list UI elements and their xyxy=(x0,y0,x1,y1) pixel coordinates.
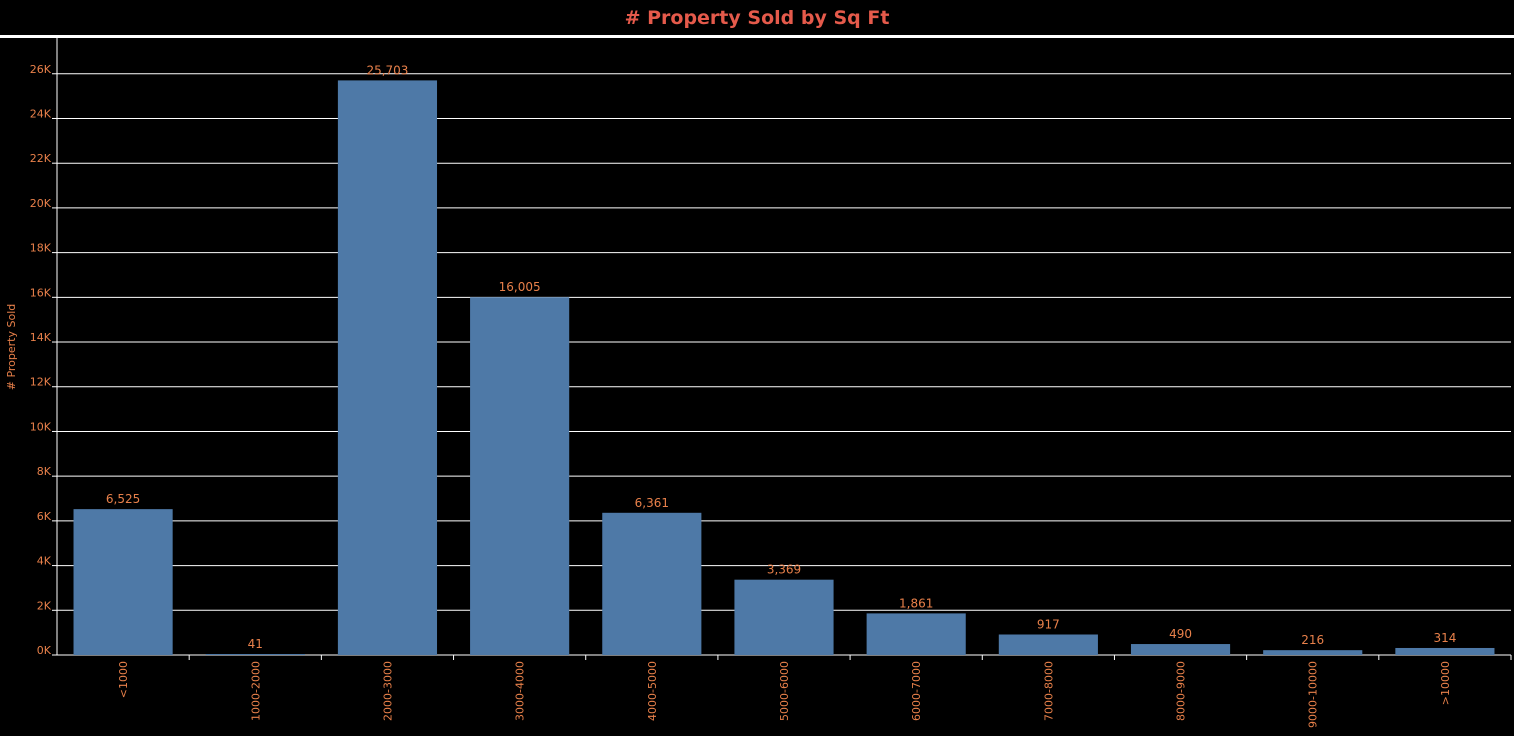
title-divider xyxy=(0,35,1514,38)
chart-title-bar: # Property Sold by Sq Ft xyxy=(0,0,1514,36)
bar-value-label: 216 xyxy=(1301,633,1324,647)
bar-value-label: 16,005 xyxy=(499,280,541,294)
y-tick-label: 0K xyxy=(37,644,52,657)
y-tick-label: 12K xyxy=(30,376,52,389)
y-tick-label: 6K xyxy=(37,510,52,523)
bar[interactable] xyxy=(1395,647,1495,655)
y-axis-title: # Property Sold xyxy=(5,304,18,391)
bar-value-label: 490 xyxy=(1169,627,1192,641)
bar[interactable] xyxy=(1130,644,1231,655)
y-tick-label: 22K xyxy=(30,152,52,165)
bar[interactable] xyxy=(205,654,305,655)
y-tick-label: 8K xyxy=(37,465,52,478)
bar-value-label: 41 xyxy=(248,637,263,651)
x-tick-label: 2000-3000 xyxy=(381,661,394,721)
x-tick-label: >10000 xyxy=(1439,661,1452,705)
bar-value-label: 917 xyxy=(1037,618,1060,632)
y-axis-ticks: 0K 2K 4K 6K 8K 10K 12K 14K 16K 18K 20K 22K 24K 26K xyxy=(30,63,57,657)
x-tick-label: 8000-9000 xyxy=(1175,661,1188,721)
y-tick-label: 24K xyxy=(30,107,52,120)
chart-title: # Property Sold by Sq Ft xyxy=(624,7,890,29)
bar-value-label: 3,369 xyxy=(767,563,801,577)
x-tick-label: <1000 xyxy=(117,661,130,698)
y-tick-label: 18K xyxy=(30,242,52,255)
x-tick-label: 9000-10000 xyxy=(1307,661,1320,728)
x-axis-ticks: <1000 1000-2000 2000-3000 3000-4000 4000-500… xyxy=(117,655,1512,728)
x-tick-label: 5000-6000 xyxy=(778,661,791,721)
bar[interactable] xyxy=(602,512,702,655)
y-tick-label: 10K xyxy=(30,420,52,433)
bar-value-label: 6,525 xyxy=(106,492,140,506)
bar[interactable] xyxy=(734,579,834,655)
y-tick-label: 16K xyxy=(30,286,52,299)
bar-value-label: 1,861 xyxy=(899,596,933,610)
y-tick-label: 26K xyxy=(30,63,52,76)
bar[interactable] xyxy=(337,80,438,655)
y-tick-label: 14K xyxy=(30,331,52,344)
bar[interactable] xyxy=(73,509,173,655)
x-tick-label: 3000-4000 xyxy=(514,661,527,721)
bars xyxy=(73,80,1495,655)
y-tick-label: 4K xyxy=(37,555,52,568)
x-tick-label: 4000-5000 xyxy=(646,661,659,721)
data-labels: 6,525 41 25,703 16,005 6,361 3,369 1,861 917 490… xyxy=(106,63,1456,651)
bar[interactable] xyxy=(998,634,1098,655)
y-tick-label: 20K xyxy=(30,197,52,210)
bar-value-label: 25,703 xyxy=(366,63,408,77)
bar[interactable] xyxy=(1263,650,1363,655)
y-tick-label: 2K xyxy=(37,599,52,612)
bar-value-label: 6,361 xyxy=(635,496,669,510)
bar[interactable] xyxy=(470,297,570,655)
gridlines xyxy=(57,73,1511,611)
x-tick-label: 7000-8000 xyxy=(1042,661,1055,721)
x-tick-label: 1000-2000 xyxy=(249,661,262,721)
bar-value-label: 314 xyxy=(1433,631,1456,645)
bar[interactable] xyxy=(866,613,966,655)
x-tick-label: 6000-7000 xyxy=(910,661,923,721)
